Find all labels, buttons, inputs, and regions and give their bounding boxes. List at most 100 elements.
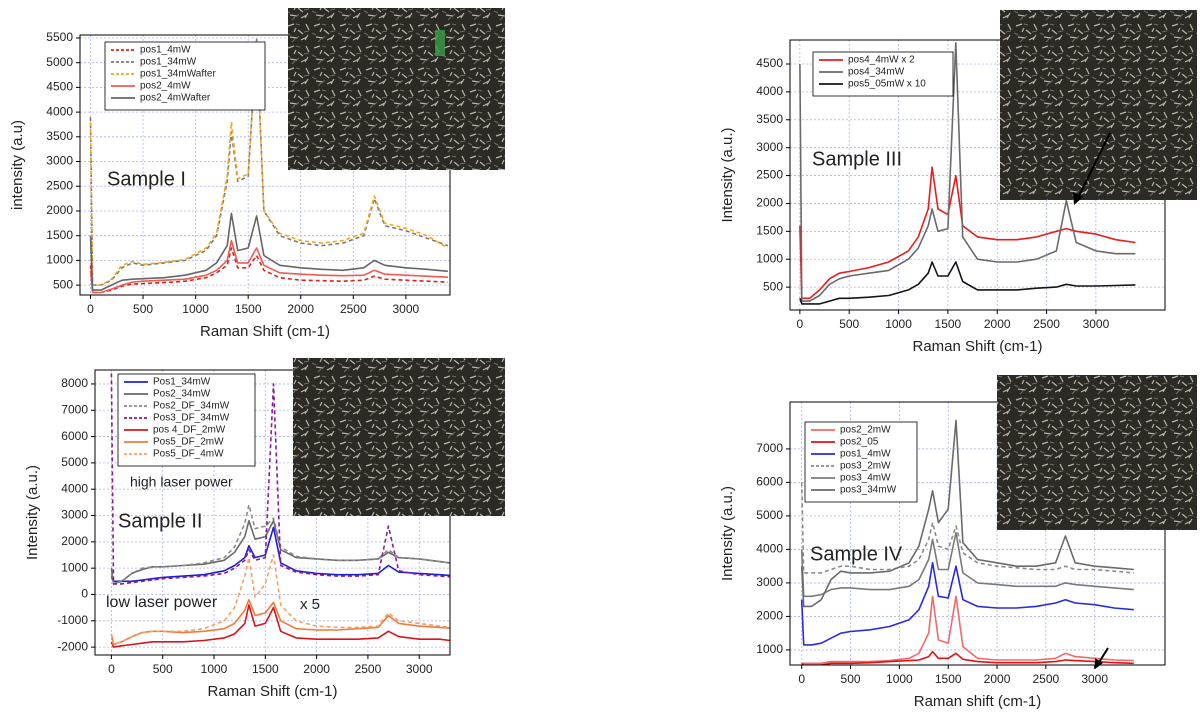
annotation: Sample III bbox=[812, 148, 902, 170]
y-tick-label: 1000 bbox=[756, 251, 783, 265]
x-tick-label: 2000 bbox=[984, 317, 1011, 331]
x-tick-label: 3000 bbox=[393, 302, 420, 316]
legend-label: pos3_2mW bbox=[840, 461, 891, 472]
y-tick-label: 3000 bbox=[756, 575, 783, 589]
x-tick-label: 1500 bbox=[935, 317, 962, 331]
y-tick-label: -2000 bbox=[57, 639, 88, 653]
legend-label: pos2_4mWafter bbox=[140, 93, 211, 104]
legend-label: pos2_2mW bbox=[840, 425, 891, 436]
x-tick-label: 2500 bbox=[355, 662, 382, 676]
y-tick-label: 1000 bbox=[756, 642, 783, 656]
y-tick-label: 6000 bbox=[61, 429, 88, 443]
y-tick-label: 1000 bbox=[61, 560, 88, 574]
y-tick-label: 6000 bbox=[756, 475, 783, 489]
y-tick-label: 500 bbox=[763, 279, 783, 293]
annotation: x 5 bbox=[300, 596, 320, 613]
x-tick-label: 2500 bbox=[1033, 317, 1060, 331]
legend-label: Pos2_DF_34mW bbox=[153, 401, 230, 412]
legend-label: pos3_34mW bbox=[840, 485, 897, 496]
legend-label: pos1_4mW bbox=[840, 449, 891, 460]
x-tick-label: 1500 bbox=[252, 662, 279, 676]
y-axis-label: Intensity (a.u.) bbox=[24, 465, 41, 560]
annotation: high laser power bbox=[130, 474, 233, 490]
x-tick-label: 500 bbox=[153, 662, 173, 676]
figure: 0 500 1000 1500 2000 2500 3000 500 1000 1500 2000 2… bbox=[0, 0, 1201, 727]
legend-label: pos1_4mW bbox=[140, 45, 191, 56]
x-tick-label: 1500 bbox=[935, 672, 962, 686]
x-axis-label: Raman shift (cm-1) bbox=[914, 693, 1042, 710]
spectrum-line bbox=[800, 262, 1136, 304]
page: 0 500 1000 1500 2000 2500 3000 500 1000 1500 2000 2… bbox=[0, 0, 1201, 727]
x-tick-label: 0 bbox=[797, 317, 804, 331]
y-tick-label: 7000 bbox=[756, 441, 783, 455]
y-tick-label: 5000 bbox=[46, 55, 73, 69]
legend-label: pos3_4mW bbox=[840, 473, 891, 484]
y-tick-label: 3000 bbox=[46, 154, 73, 168]
y-axis-label: intensity (a.u) bbox=[9, 120, 26, 210]
y-tick-label: 5000 bbox=[756, 508, 783, 522]
y-tick-label: 2500 bbox=[756, 168, 783, 182]
y-tick-label: 4500 bbox=[46, 80, 73, 94]
y-tick-label: 7000 bbox=[61, 402, 88, 416]
overlay bbox=[288, 8, 1197, 669]
x-tick-label: 3000 bbox=[1083, 317, 1110, 331]
legend-label: Pos1_34mW bbox=[153, 377, 211, 388]
y-tick-label: 5500 bbox=[46, 30, 73, 44]
y-tick-label: -1000 bbox=[57, 613, 88, 627]
x-axis-label: Raman Shift (cm-1) bbox=[912, 338, 1042, 355]
y-tick-label: 4000 bbox=[61, 481, 88, 495]
spectrum-line bbox=[802, 596, 1134, 663]
legend-label: pos2_4mW bbox=[140, 81, 191, 92]
y-tick-label: 3500 bbox=[756, 112, 783, 126]
y-tick-label: 3500 bbox=[46, 129, 73, 143]
micrograph bbox=[1000, 10, 1197, 200]
x-tick-label: 3000 bbox=[1081, 672, 1108, 686]
y-tick-label: 2000 bbox=[61, 534, 88, 548]
x-tick-label: 0 bbox=[87, 302, 94, 316]
y-tick-label: 1500 bbox=[756, 224, 783, 238]
x-tick-label: 2000 bbox=[984, 672, 1011, 686]
legend-label: Pos5_DF_2mW bbox=[153, 437, 224, 448]
y-tick-label: 4000 bbox=[756, 542, 783, 556]
y-axis-label: Intensity (a.u.) bbox=[719, 127, 736, 222]
y-axis-label: Intensity (a.u.) bbox=[719, 486, 736, 581]
x-tick-label: 2500 bbox=[340, 302, 367, 316]
micrograph bbox=[293, 358, 505, 516]
legend-label: pos1_34mWafter bbox=[140, 69, 216, 80]
y-tick-label: 1000 bbox=[46, 253, 73, 267]
legend-label: pos4_4mW x 2 bbox=[848, 55, 915, 66]
y-tick-label: 8000 bbox=[61, 376, 88, 390]
y-tick-label: 2000 bbox=[756, 609, 783, 623]
spectrum-line bbox=[91, 248, 448, 293]
x-tick-label: 500 bbox=[839, 317, 859, 331]
x-tick-label: 1000 bbox=[886, 672, 913, 686]
x-tick-label: 500 bbox=[841, 672, 861, 686]
x-axis-label: Raman Shift (cm-1) bbox=[200, 323, 330, 340]
y-tick-label: 2500 bbox=[46, 178, 73, 192]
annotation: low laser power bbox=[106, 594, 218, 611]
x-tick-label: 2000 bbox=[303, 662, 330, 676]
legend-label: Pos5_DF_4mW bbox=[153, 449, 224, 460]
x-tick-label: 1000 bbox=[885, 317, 912, 331]
y-tick-label: 4000 bbox=[46, 104, 73, 118]
legend-label: pos 4_DF_2mW bbox=[153, 425, 226, 436]
legend-label: pos2_05 bbox=[840, 437, 879, 448]
micrograph bbox=[997, 375, 1197, 530]
y-tick-label: 3000 bbox=[61, 508, 88, 522]
spectrum-line bbox=[802, 563, 1134, 645]
y-tick-label: 500 bbox=[53, 277, 73, 291]
y-tick-label: 4000 bbox=[756, 84, 783, 98]
legend-label: pos4_34mW bbox=[848, 67, 905, 78]
spectrum-line bbox=[802, 652, 1134, 665]
x-tick-label: 1000 bbox=[182, 302, 209, 316]
y-tick-label: 3000 bbox=[756, 140, 783, 154]
x-tick-label: 2500 bbox=[1033, 672, 1060, 686]
y-tick-label: 4500 bbox=[756, 56, 783, 70]
annotation: Sample II bbox=[118, 510, 202, 532]
x-tick-label: 1000 bbox=[201, 662, 228, 676]
x-tick-label: 3000 bbox=[406, 662, 433, 676]
y-tick-label: 0 bbox=[81, 587, 88, 601]
x-tick-label: 0 bbox=[798, 672, 805, 686]
y-tick-label: 2000 bbox=[46, 203, 73, 217]
spectrum-line bbox=[91, 213, 448, 290]
